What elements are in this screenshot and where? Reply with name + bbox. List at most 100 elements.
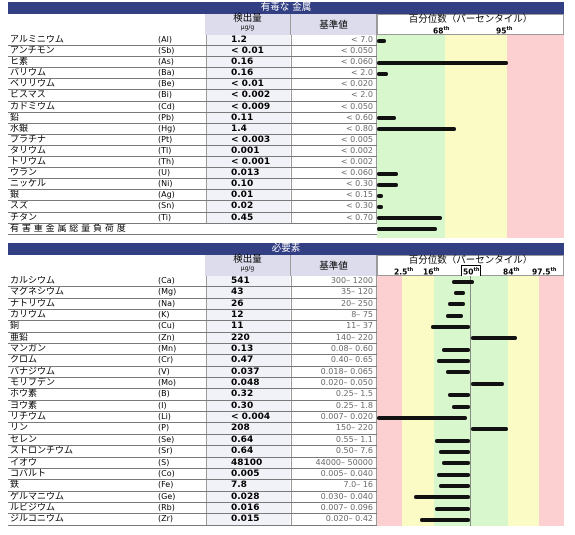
element-symbol: (Ag) xyxy=(158,190,175,200)
measured-value: < 0.002 xyxy=(206,90,290,101)
reference-range: < 0.002 xyxy=(291,145,377,157)
element-symbol: (Mg) xyxy=(158,287,177,297)
measured-value: 0.015 xyxy=(206,514,290,525)
element-name: マグネシウム xyxy=(10,287,65,298)
table-row: ストロンチウム (Sr) 0.64 0.50– 7.6 xyxy=(8,446,564,458)
unit-label: µg/g xyxy=(240,265,255,272)
measured-value: 0.048 xyxy=(206,378,290,389)
reference-range: 35– 120 xyxy=(291,287,377,298)
element-name: 水銀 xyxy=(10,123,29,134)
element-name: カルシウム xyxy=(10,276,56,286)
element-symbol: (Sb) xyxy=(158,46,175,56)
element-symbol: (Tl) xyxy=(158,145,172,155)
element-name: チタン xyxy=(10,212,38,223)
reference-range: < 0.30 xyxy=(291,179,377,190)
measured-value: 0.01 xyxy=(206,190,290,201)
measured-header: 検出量 µg/g xyxy=(205,14,291,35)
reference-range: < 0.060 xyxy=(291,168,377,179)
total-toxic-load-label: 有 害 重 金 属 総 量 負 荷 度 xyxy=(10,223,126,234)
marker-95th: 95th xyxy=(496,26,513,36)
reference-range: 0.25– 1.8 xyxy=(291,400,377,412)
percentile-bar xyxy=(377,171,398,176)
percentile-bar xyxy=(377,193,383,198)
measured-value: 220 xyxy=(206,332,290,344)
element-name: カドミウム xyxy=(10,101,56,112)
element-name: アルミニウム xyxy=(10,35,64,45)
reference-range: < 0.005 xyxy=(291,134,377,145)
measured-value: 0.001 xyxy=(206,145,290,157)
element-name: カリウム xyxy=(10,310,47,321)
table-row: コバルト (Co) 0.005 0.005– 0.040 xyxy=(8,468,564,481)
reference-range: < 2.0 xyxy=(291,90,377,101)
measured-value: 26 xyxy=(206,298,290,310)
element-name: タリウム xyxy=(10,145,47,156)
percentile-bar xyxy=(442,461,471,466)
toxic-rows: アルミニウム (Al) 1.2 < 7.0 アンチモン (Sb) < 0.01 < 0.050… xyxy=(8,35,564,235)
measured-value: < 0.01 xyxy=(206,79,290,90)
reference-range: < 0.70 xyxy=(291,212,377,223)
element-symbol: (Ti) xyxy=(158,212,172,222)
band-green xyxy=(377,35,445,238)
element-name: リン xyxy=(10,423,29,434)
table-row: ホウ素 (B) 0.32 0.25– 1.5 xyxy=(8,389,564,401)
measured-value: 12 xyxy=(206,310,290,321)
percentile-bar xyxy=(448,302,465,307)
element-symbol: (B) xyxy=(158,389,170,399)
table-row: ゲルマニウム (Ge) 0.028 0.030– 0.040 xyxy=(8,491,564,503)
element-name: 銅 xyxy=(10,321,20,332)
element-symbol: (Li) xyxy=(158,412,171,422)
element-symbol: (Co) xyxy=(158,468,175,478)
reference-range: 0.55– 1.1 xyxy=(291,434,377,446)
essential-rows: カルシウム (Ca) 541 300– 1200 マグネシウム (Mg) 43 35– 120… xyxy=(8,276,564,526)
reference-range: < 0.020 xyxy=(291,79,377,90)
table-row: 亜鉛 (Zn) 220 140– 220 xyxy=(8,332,564,345)
reference-range: < 0.30 xyxy=(291,201,377,212)
measured-value: 0.028 xyxy=(206,491,290,502)
element-name: 亜鉛 xyxy=(10,332,29,343)
total-toxic-load-bar xyxy=(377,227,437,232)
header-blank xyxy=(8,255,205,276)
reference-range: 0.50– 7.6 xyxy=(291,446,377,457)
measured-value: < 0.004 xyxy=(206,412,290,423)
percentile-bar xyxy=(470,336,518,341)
element-symbol: (V) xyxy=(158,366,170,376)
percentile-label: 百分位数（パーセンタイル） xyxy=(408,255,533,266)
measured-value: 0.45 xyxy=(206,212,290,223)
percentile-bar xyxy=(470,381,505,386)
element-name: ナトリウム xyxy=(10,298,56,309)
band-yellow xyxy=(445,35,507,238)
element-name: リチウム xyxy=(10,412,47,423)
percentile-bar xyxy=(438,483,471,488)
element-name: ベリリウム xyxy=(10,79,56,90)
percentile-bar xyxy=(448,393,471,398)
measured-value: 0.64 xyxy=(206,446,290,457)
reference-range: 7.0– 16 xyxy=(291,480,377,491)
percentile-bar xyxy=(434,506,471,511)
table-row: 銅 (Cu) 11 11– 37 xyxy=(8,321,564,333)
table-row: モリブデン (Mo) 0.048 0.020– 0.050 xyxy=(8,378,564,390)
table-row: 鉄 (Fe) 7.8 7.0– 16 xyxy=(8,480,564,492)
table-row: ニッケル (Ni) 0.10 < 0.30 xyxy=(8,179,564,191)
table-row: マンガン (Mn) 0.13 0.08– 0.60 xyxy=(8,344,564,356)
percentile-bar xyxy=(377,216,443,221)
element-symbol: (Be) xyxy=(158,79,175,89)
measured-value: 0.30 xyxy=(206,400,290,412)
reference-range: < 2.0 xyxy=(291,68,377,79)
reference-range: 300– 1200 xyxy=(291,276,377,287)
percentile-bar xyxy=(470,427,508,432)
percentile-bar xyxy=(446,370,471,375)
table-row: トリウム (Th) < 0.001 < 0.002 xyxy=(8,157,564,169)
reference-range: 0.030– 0.040 xyxy=(291,491,377,502)
reference-range: 44000– 50000 xyxy=(291,457,377,468)
percentile-bar xyxy=(377,182,398,187)
band-yellow-high xyxy=(508,276,539,526)
element-name: プラチナ xyxy=(10,134,47,145)
element-symbol: (Se) xyxy=(158,434,175,444)
reference-label: 基準値 xyxy=(319,261,348,272)
reference-range: 140– 220 xyxy=(291,332,377,344)
element-name: クロム xyxy=(10,355,38,366)
percentile-header: 百分位数（パーセンタイル） 2.5th 16th 50th 84th 97.5t… xyxy=(377,255,564,278)
toxic-section-title: 有毒な 金属 xyxy=(8,2,564,14)
measured-value: 0.47 xyxy=(206,355,290,366)
